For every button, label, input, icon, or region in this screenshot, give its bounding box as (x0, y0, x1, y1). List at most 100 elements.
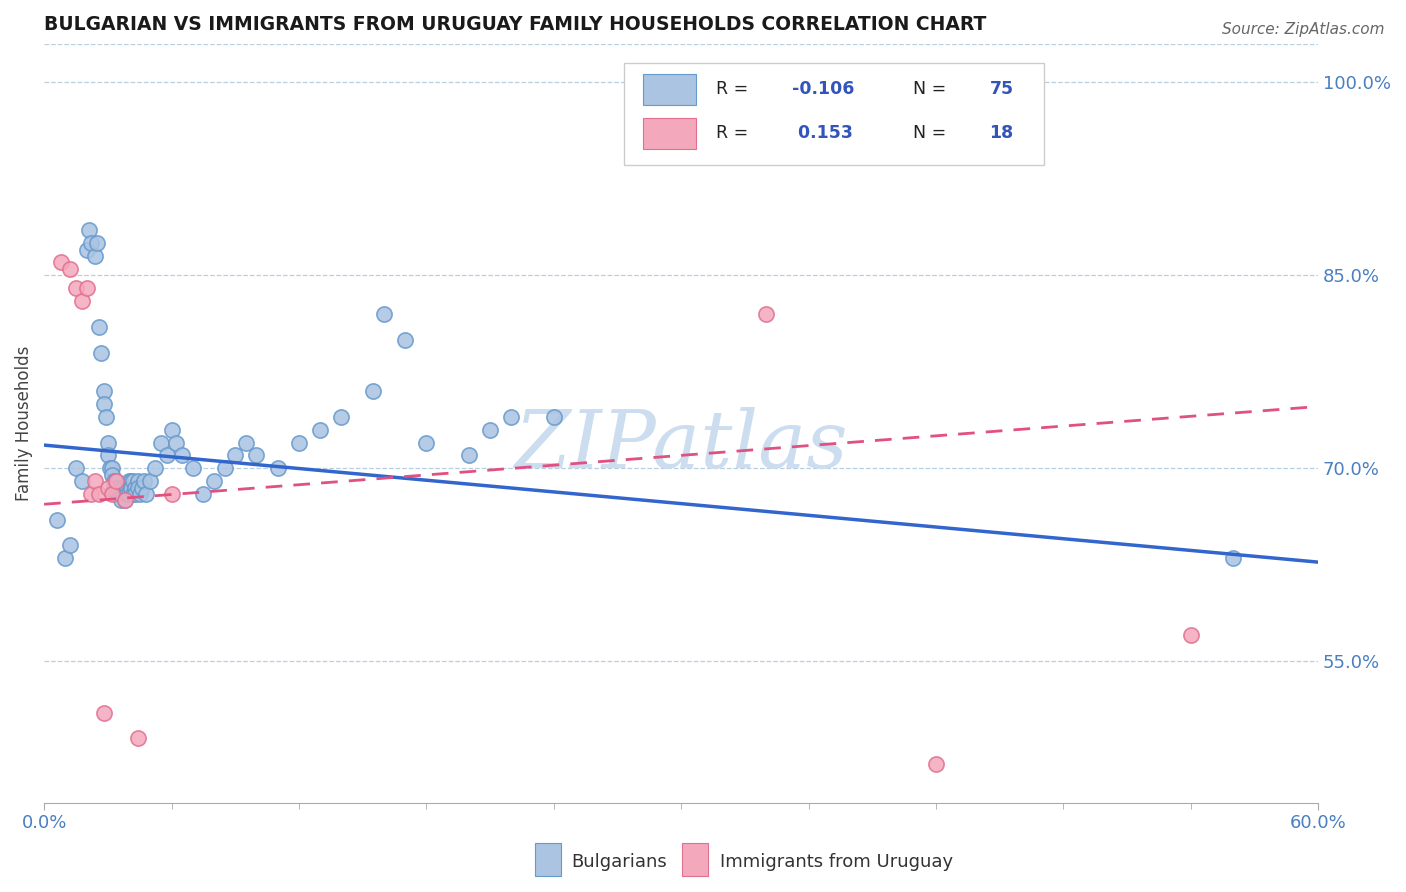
Point (361, 384, 384, 398)
Point (101, 467, 124, 482)
Point (77, 223, 100, 237)
FancyBboxPatch shape (624, 62, 1045, 165)
Point (114, 493, 136, 508)
Text: R =: R = (716, 124, 754, 143)
Point (110, 487, 132, 501)
Point (543, 409, 565, 424)
Point (111, 481, 134, 495)
Text: 0.153: 0.153 (792, 124, 853, 143)
Point (114, 493, 136, 508)
Point (58, 261, 80, 276)
Point (118, 474, 141, 488)
Point (245, 449, 267, 463)
Point (97, 449, 120, 463)
Text: Immigrants from Uruguay: Immigrants from Uruguay (720, 853, 953, 871)
Point (101, 461, 124, 475)
Point (89, 487, 111, 501)
Point (330, 409, 353, 424)
Point (93, 397, 115, 411)
Point (107, 487, 129, 501)
Point (110, 493, 132, 508)
Point (160, 487, 183, 501)
Point (181, 461, 204, 475)
Point (58, 538, 80, 552)
Point (93, 706, 115, 720)
Point (120, 481, 142, 495)
Point (105, 474, 128, 488)
Point (122, 474, 145, 488)
Text: ZIPatlas: ZIPatlas (515, 408, 848, 484)
Text: Source: ZipAtlas.com: Source: ZipAtlas.com (1222, 22, 1385, 37)
Point (65, 281, 87, 295)
Text: Bulgarians: Bulgarians (571, 853, 666, 871)
Point (235, 435, 257, 450)
Text: N =: N = (912, 124, 952, 143)
Point (172, 449, 194, 463)
Point (501, 409, 523, 424)
Point (94, 409, 117, 424)
Point (214, 461, 236, 475)
Point (132, 474, 155, 488)
Text: -0.106: -0.106 (792, 80, 855, 98)
Point (149, 435, 172, 450)
Point (107, 481, 129, 495)
Y-axis label: Family Households: Family Households (15, 345, 32, 501)
Point (111, 487, 134, 501)
Point (288, 435, 311, 450)
Point (127, 474, 149, 488)
Point (135, 487, 157, 501)
Point (479, 423, 502, 437)
Point (93, 384, 115, 398)
Text: BULGARIAN VS IMMIGRANTS FROM URUGUAY FAMILY HOUSEHOLDS CORRELATION CHART: BULGARIAN VS IMMIGRANTS FROM URUGUAY FAM… (44, 15, 987, 34)
Point (127, 731, 149, 746)
Point (89, 319, 111, 334)
Point (105, 487, 128, 501)
Point (90, 345, 112, 359)
Point (193, 487, 215, 501)
Point (160, 423, 183, 437)
Point (394, 333, 416, 347)
Point (224, 449, 246, 463)
Point (115, 487, 138, 501)
Point (115, 481, 138, 495)
Point (120, 474, 142, 488)
Point (84, 474, 107, 488)
Text: 75: 75 (990, 80, 1014, 98)
FancyBboxPatch shape (643, 74, 696, 104)
Point (373, 307, 395, 321)
Point (103, 481, 125, 495)
Point (72, 294, 94, 309)
Point (143, 461, 166, 475)
Point (76, 281, 98, 295)
Point (105, 474, 128, 488)
Point (101, 487, 124, 501)
Point (755, 307, 778, 321)
Point (124, 481, 146, 495)
Point (925, 757, 948, 772)
Point (65, 461, 87, 475)
Point (80, 487, 103, 501)
Point (457, 449, 479, 463)
Point (72, 474, 94, 488)
Point (84, 249, 107, 263)
Point (1222, 551, 1244, 566)
Point (49, 255, 72, 269)
Point (45, 513, 67, 527)
Point (103, 474, 125, 488)
Point (156, 449, 179, 463)
FancyBboxPatch shape (643, 119, 696, 149)
Text: 18: 18 (990, 124, 1014, 143)
Text: R =: R = (716, 80, 754, 98)
Point (118, 487, 141, 501)
Text: N =: N = (912, 80, 952, 98)
Point (128, 487, 150, 501)
Point (86, 236, 108, 251)
Point (131, 481, 153, 495)
Point (1180, 628, 1202, 642)
Point (415, 435, 437, 450)
Point (114, 487, 136, 501)
Point (266, 461, 288, 475)
Point (53, 551, 76, 566)
Point (309, 423, 332, 437)
Point (124, 487, 146, 501)
